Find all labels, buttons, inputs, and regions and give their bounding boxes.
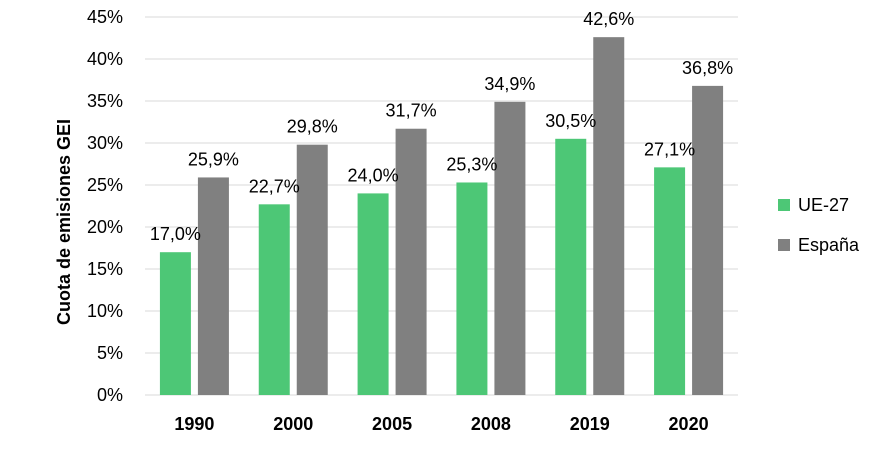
y-tick-label: 40% [87,49,123,69]
bar-espana [593,37,625,395]
y-tick-label: 10% [87,301,123,321]
bar-ue27 [654,167,686,395]
y-tick-label: 25% [87,175,123,195]
legend-label: España [798,235,860,255]
data-label: 22,7% [249,176,300,196]
y-tick-label: 45% [87,7,123,27]
y-tick-label: 15% [87,259,123,279]
bar-ue27 [555,138,587,396]
data-label: 30,5% [545,111,596,131]
x-category-label: 2000 [273,414,313,434]
y-axis-ticks: 0% 5% 10% 15% 20% 25% 30% 35% 40% 45% [87,7,123,405]
bar-espana [197,177,229,395]
legend-label: UE-27 [798,195,849,215]
bar-espana [494,101,526,395]
y-tick-label: 0% [97,385,123,405]
data-label: 25,3% [446,154,497,174]
x-category-label: 2020 [669,414,709,434]
y-tick-label: 35% [87,91,123,111]
bar-espana [692,85,724,395]
data-label: 31,7% [386,101,437,121]
data-label: 29,8% [287,117,338,137]
gridlines [145,16,738,396]
x-axis-categories: 1990 2000 2005 2008 2019 2020 [174,414,708,434]
data-label: 36,8% [682,58,733,78]
bar-espana [296,144,328,395]
bar-ue27 [357,193,389,395]
x-category-label: 2005 [372,414,412,434]
data-label: 34,9% [484,74,535,94]
bar-ue27 [258,204,290,395]
legend: UE-27 España [778,195,860,255]
data-label: 25,9% [188,149,239,169]
bar-ue27 [159,252,191,395]
bars [159,37,724,396]
data-label: 24,0% [348,165,399,185]
y-tick-label: 30% [87,133,123,153]
y-tick-label: 5% [97,343,123,363]
data-label: 42,6% [583,9,634,29]
bar-ue27 [456,182,488,395]
data-label: 17,0% [150,224,201,244]
bar-espana [395,128,427,395]
y-tick-label: 20% [87,217,123,237]
x-category-label: 2019 [570,414,610,434]
legend-swatch [778,239,790,251]
y-axis-label: Cuota de emisiones GEI [54,119,74,325]
data-labels: 17,0% 25,9% 22,7% 29,8% 24,0% 31,7% 25,3% 34,9%… [150,9,733,244]
data-label: 27,1% [644,139,695,159]
x-category-label: 1990 [174,414,214,434]
x-category-label: 2008 [471,414,511,434]
legend-swatch [778,199,790,211]
